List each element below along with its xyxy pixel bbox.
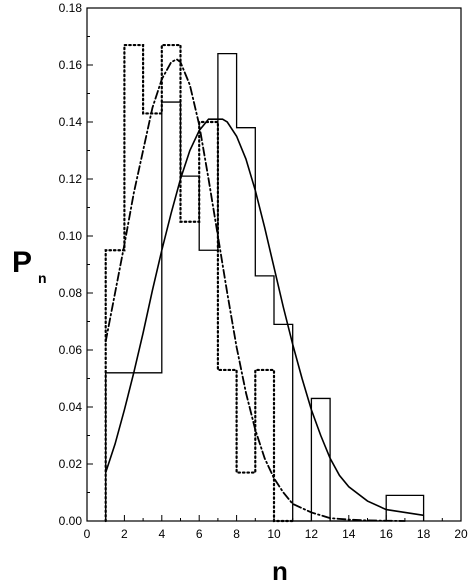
y-tick-label: 0.06 [59,343,83,357]
x-tick-label: 0 [84,527,91,541]
plot-area [104,43,425,523]
y-tick-label: 0.04 [59,400,83,414]
x-tick-label: 12 [305,527,319,541]
x-tick-label: 20 [454,527,468,541]
y-tick-label: 0.18 [59,1,83,15]
x-tick-label: 4 [158,527,165,541]
x-tick-label: 18 [417,527,431,541]
y-tick-label: 0.02 [59,457,83,471]
x-axis-title: n [272,556,288,586]
x-tick-label: 10 [267,527,281,541]
y-tick-label: 0.08 [59,286,83,300]
y-tick-label: 0.14 [59,115,83,129]
y-axis-title-subscript: n [38,270,47,286]
y-axis-title: P [12,246,32,279]
y-tick-label: 0.10 [59,229,83,243]
x-tick-label: 8 [233,527,240,541]
series-dotted-histogram [104,43,294,523]
x-axis: 0 2 4 6 8 10 12 14 16 18 20 [84,515,468,541]
y-tick-label: 0.12 [59,172,83,186]
y-tick-label: 0.16 [59,58,83,72]
x-tick-label: 2 [121,527,128,541]
series-dash-dot-curve [104,58,406,522]
y-axis: 0.00 0.02 0.04 0.06 0.08 0.10 0.12 0.14 0.16 0.18 [59,1,93,528]
x-tick-label: 6 [196,527,203,541]
x-tick-label: 14 [342,527,356,541]
y-tick-label: 0.00 [59,514,83,528]
series-solid-curve [104,118,424,517]
x-tick-label: 16 [380,527,394,541]
